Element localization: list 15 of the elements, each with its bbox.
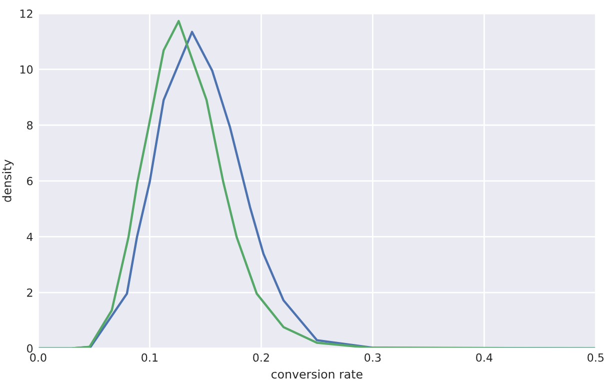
x-tick-label: 0.0: [30, 353, 46, 362]
y-tick-label: 10: [20, 65, 33, 74]
y-tick-label: 0: [26, 344, 33, 353]
x-tick-label: 0.1: [142, 353, 158, 362]
y-tick-label: 6: [27, 176, 33, 186]
y-axis-title: density: [2, 160, 14, 202]
y-tick-label: 8: [27, 121, 33, 130]
y-tick-label: 12: [20, 10, 32, 18]
x-tick-label: 0.5: [588, 353, 604, 362]
x-tick-label: 0.3: [364, 353, 381, 362]
y-tick-label: 4: [26, 232, 33, 241]
y-tick-label: 2: [27, 288, 32, 297]
x-axis-title: conversion rate: [272, 369, 362, 379]
x-tick-label: 0.4: [476, 353, 492, 362]
x-tick-label: 0.2: [253, 353, 269, 362]
